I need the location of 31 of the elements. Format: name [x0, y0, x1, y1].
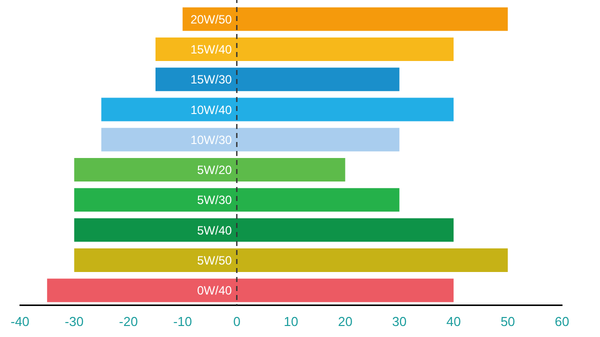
x-tick-label: 60: [554, 314, 570, 329]
y-tick-label: 5W/20: [197, 163, 232, 178]
bar: [74, 158, 346, 182]
y-tick-label: 0W/40: [197, 284, 232, 298]
x-tick-label: -40: [10, 314, 30, 329]
y-tick-label: 5W/40: [197, 223, 232, 238]
x-tick-label: 30: [392, 314, 407, 329]
y-tick-label: 10W/40: [190, 102, 232, 117]
y-tick-label: 20W/50: [190, 12, 232, 26]
bar: [182, 7, 508, 31]
bar: [74, 218, 454, 242]
x-tick-label: -10: [173, 314, 192, 329]
bar: [156, 68, 400, 92]
bar: [47, 278, 454, 302]
bar: [74, 188, 400, 212]
y-tick-label: 5W/50: [197, 254, 232, 268]
y-tick-label: 15W/40: [190, 42, 232, 57]
y-tick-label: 10W/30: [190, 132, 232, 147]
y-tick-label: 5W/30: [197, 193, 232, 208]
bar: [156, 37, 454, 61]
x-tick-label: 40: [446, 314, 461, 329]
x-tick-label: -30: [64, 314, 84, 329]
x-tick-label: -20: [119, 314, 138, 329]
bar: [74, 248, 508, 272]
x-tick-label: 20: [338, 314, 352, 329]
bar: [101, 128, 400, 152]
x-tick-label: 50: [500, 314, 516, 329]
x-tick-label: 0: [233, 314, 240, 329]
y-tick-label: 15W/30: [190, 72, 232, 87]
bar: [101, 98, 454, 122]
x-tick-label: 10: [284, 314, 298, 329]
